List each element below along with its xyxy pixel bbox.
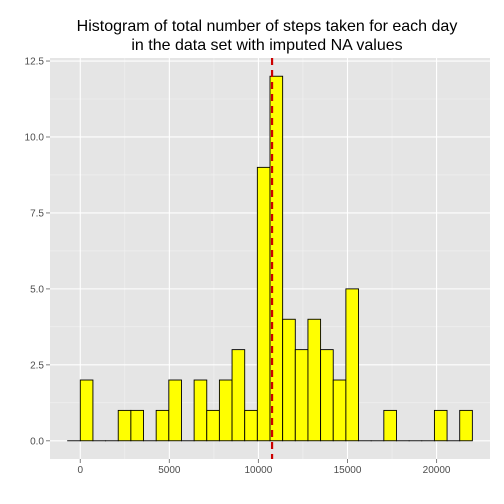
histogram-bar [130,409,144,442]
x-tick-label: 5000 [158,465,181,476]
y-tick-label: 12.5 [25,57,45,68]
histogram-bar [320,349,334,442]
histogram-bar [79,379,94,442]
histogram-bar [244,409,258,442]
x-tick-label: 15000 [334,465,362,476]
y-tick-label: 7.5 [30,208,44,219]
y-tick-label: 10.0 [25,132,45,143]
histogram-bar [193,379,208,442]
histogram-bar [256,166,271,442]
histogram-bar [155,409,170,442]
histogram-bar [433,409,448,442]
y-tick-label: 0.0 [30,436,44,447]
histogram-bar [307,318,322,442]
x-tick-label: 20000 [423,465,451,476]
histogram-bar [168,379,182,442]
histogram-bar [345,288,359,442]
y-tick-label: 5.0 [30,284,44,295]
histogram-bar [459,409,473,442]
histogram-bar [282,318,296,442]
y-tick-label: 2.5 [30,360,44,371]
histogram-bar [294,349,309,442]
histogram-bar [206,409,220,442]
histogram-bar [332,379,347,442]
histogram-bar [231,349,246,442]
histogram-bar [383,409,397,442]
histogram-bar [218,379,233,442]
x-tick-label: 10000 [245,465,273,476]
x-tick-label: 0 [78,465,84,476]
plot-area: 0.0 2.5 5.0 7.5 10.0 12.5 0 5000 10000 15000 20000 [25,57,490,476]
histogram-bar [117,409,132,442]
chart-title-line-2: in the data set with imputed NA values [131,37,402,54]
chart-title-line-1: Histogram of total number of steps taken… [77,18,458,35]
